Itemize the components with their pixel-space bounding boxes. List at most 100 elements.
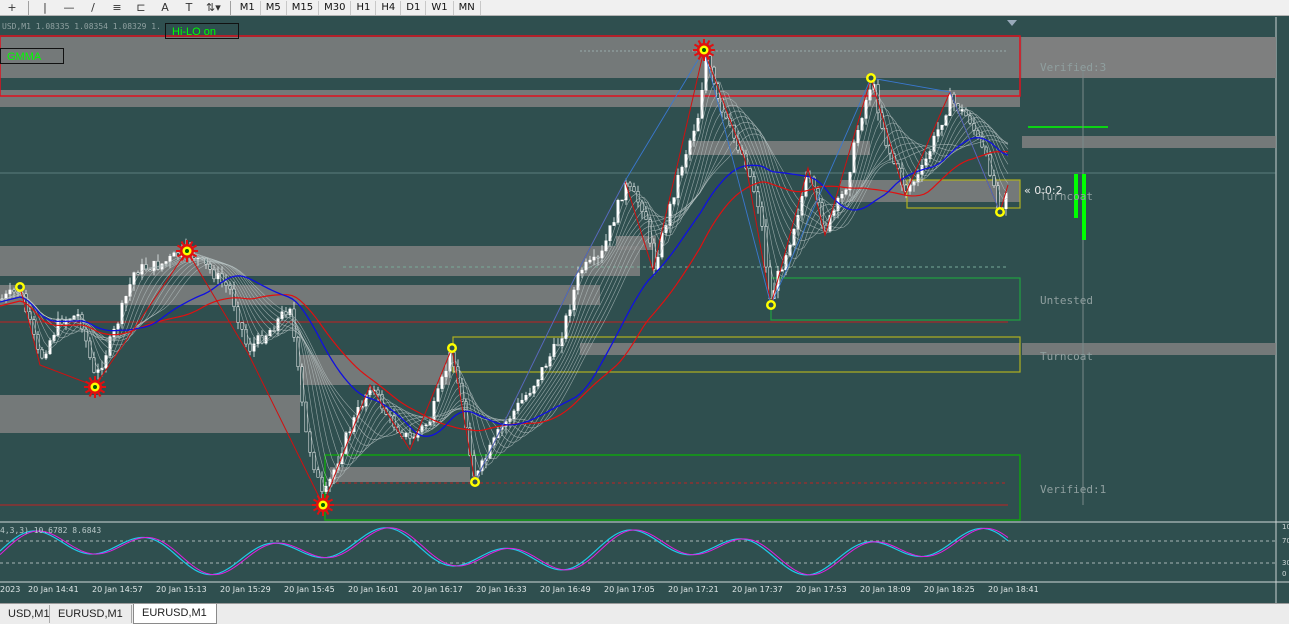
timeframe-m15[interactable]: M15 [287,0,320,15]
candle-body [124,296,128,304]
horizontal-line-icon[interactable]: — [63,0,75,14]
candle-body [108,336,112,356]
gmma-line [0,90,1009,478]
swing-ring-center [449,345,455,351]
tab-eurusd-m1[interactable]: EURUSD,M1 [50,605,132,623]
candle-body [84,328,88,342]
gmma-line [0,110,1009,459]
osc-level-30: 30 [1282,559,1289,567]
turncoat-upper-box [906,179,1021,209]
candle-body [316,469,320,478]
time-label: 20 Jan 16:01 [348,585,399,594]
candle-body [612,222,616,226]
timeframe-h1[interactable]: H1 [351,0,377,15]
gmma-label[interactable]: GMMA [0,48,64,64]
zone-label-verified-3: Verified:3 [1040,61,1107,74]
candle-body [760,206,764,227]
candle-body [988,154,992,176]
candle-body [592,256,596,261]
crosshair-icon[interactable]: + [7,0,17,14]
candle-body [788,244,792,256]
fibonacci-icon[interactable]: ≡ [112,0,122,14]
timeframe-m5[interactable]: M5 [261,0,287,15]
tab-eurusd-m1-active[interactable]: EURUSD,M1 [133,604,217,624]
timeframe-buttons: M1 M5 M15 M30 H1 H4 D1 W1 MN [235,0,481,15]
candle-body [668,203,672,226]
candle-body [840,194,844,199]
volume-bar [1074,174,1078,218]
candle-body [420,425,424,432]
swing-ring-center [768,302,774,308]
swing-sun-marker [312,494,334,516]
time-label: 20 Jan 14:57 [92,585,143,594]
gmma-line [0,133,1009,437]
zone-rect [0,90,1020,107]
hilo-button[interactable]: Hi-LO on [165,23,239,39]
toolbar-separator [28,0,29,15]
time-label: 2023 [0,585,21,594]
timeframe-w1[interactable]: W1 [426,0,454,15]
candle-body [144,264,148,270]
candle-body [304,401,308,433]
text-icon[interactable]: A [161,0,169,14]
swing-markers [15,39,1005,516]
candle-body [632,186,636,192]
time-label: 20 Jan 17:53 [796,585,847,594]
candle-body [444,370,448,378]
ema-red-line [0,150,1009,432]
candle-body [932,135,936,152]
gmma-ribbon [0,67,1009,492]
swing-sun-marker [176,240,198,262]
timeframe-h4[interactable]: H4 [376,0,402,15]
candle-body [588,259,592,263]
zone-rect [0,246,640,276]
candle-body [784,255,788,271]
stochastic-oscillator [0,521,1289,583]
candle-body [608,225,612,242]
candle-body [564,315,568,339]
candle-body [504,421,508,427]
arrows-icon[interactable]: ⇅▾ [206,0,221,14]
candle-body [936,129,940,137]
channel-icon[interactable]: ⊏ [136,0,146,14]
trendline-icon[interactable]: / [91,0,95,14]
candle-body [120,302,124,325]
candle-body [256,335,260,345]
swing-sun-marker [693,39,715,61]
vertical-line-icon[interactable]: | [43,0,47,14]
candle-body [280,311,284,319]
candle-body [168,255,172,262]
osc-level-70: 70 [1282,537,1289,545]
candle-body [44,353,48,359]
zone-label-untested: Untested [1040,294,1093,307]
stoch-signal-line [0,527,1009,576]
text-label-icon[interactable]: T [185,0,193,14]
candle-body [600,250,604,259]
timeframe-m1[interactable]: M1 [235,0,261,15]
time-label: 20 Jan 16:33 [476,585,527,594]
candle-body [112,328,116,338]
shift-marker [1007,20,1017,26]
tab-usd-m1[interactable]: USD,M1 [0,605,50,623]
price-chart[interactable] [0,17,1289,603]
sun-center [185,249,189,253]
candle-body [236,306,240,323]
candle-body [540,367,544,381]
gmma-line [0,98,1009,472]
timeframe-m30[interactable]: M30 [319,0,352,15]
time-label: 20 Jan 15:45 [284,585,335,594]
candle-body [960,109,964,112]
osc-level-0: 0 [1282,570,1287,578]
candle-body [424,424,428,427]
candle-body [856,130,860,144]
timeframe-d1[interactable]: D1 [401,0,427,15]
candle-body [520,399,524,404]
timeframe-mn[interactable]: MN [454,0,481,15]
candle-body [96,369,100,373]
time-label: 20 Jan 17:05 [604,585,655,594]
time-label: 20 Jan 15:29 [220,585,271,594]
candle-body [404,432,408,437]
time-label: 20 Jan 18:09 [860,585,911,594]
moving-averages [0,137,1009,437]
zone-rect [1022,37,1276,78]
